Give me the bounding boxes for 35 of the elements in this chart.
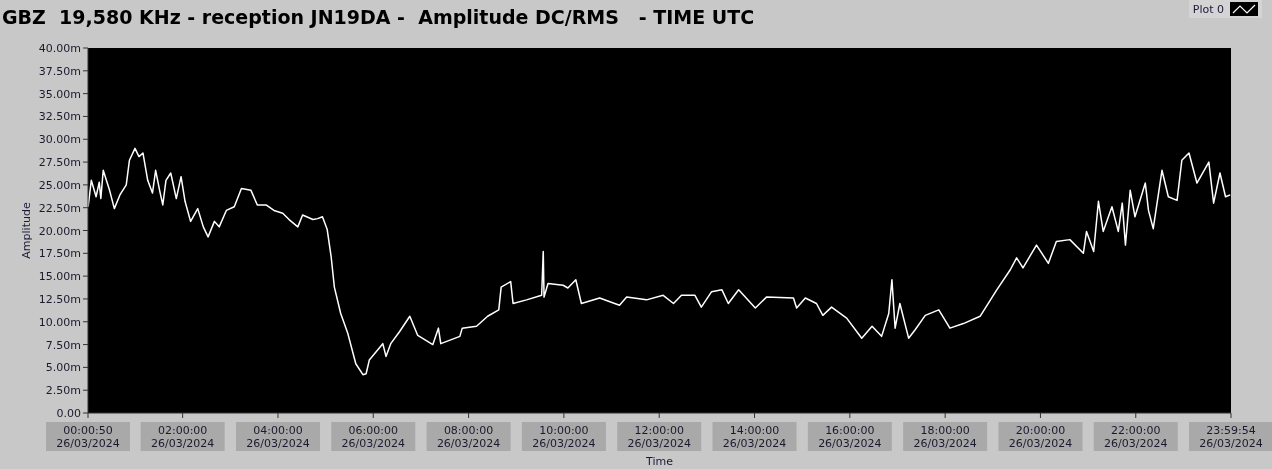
x-tick-label: 10:00:00 26/03/2024 (532, 424, 596, 450)
y-tick-label: 30.00m (38, 133, 81, 147)
y-tick-label: 35.00m (38, 87, 81, 101)
y-tick-label: 12.50m (38, 292, 81, 306)
x-tick-label: 04:00:00 26/03/2024 (246, 424, 310, 450)
y-tick-label: 40.00m (38, 42, 81, 55)
x-tick-label: 12:00:00 26/03/2024 (627, 424, 691, 450)
y-tick-label: 20.00m (38, 224, 81, 238)
legend-label: Plot 0 (1192, 2, 1224, 16)
x-tick-label: 06:00:00 26/03/2024 (341, 424, 405, 450)
x-tick-label: 20:00:00 26/03/2024 (1008, 424, 1073, 450)
y-tick-label: 0.00 (56, 407, 81, 420)
y-tick-label: 37.50m (38, 64, 81, 78)
y-tick-label: 25.00m (38, 178, 81, 192)
x-tick-label: 22:00:00 26/03/2024 (1104, 424, 1168, 450)
x-tick-label: 02:00:00 26/03/2024 (150, 424, 215, 450)
x-tick-label: 08:00:00 26/03/2024 (436, 424, 501, 450)
x-axis-title: Time (645, 455, 674, 468)
x-tick-label: 14:00:00 26/03/2024 (722, 424, 787, 450)
y-axis-title: Amplitude (19, 202, 33, 259)
y-tick-label: 2.50m (45, 384, 81, 398)
y-tick-label: 27.50m (38, 156, 81, 170)
x-tick-label: 23:59:54 26/03/2024 (1199, 424, 1263, 450)
x-tick-label: 18:00:00 26/03/2024 (913, 424, 977, 450)
line-series (88, 147, 1231, 376)
y-tick-label: 32.50m (38, 110, 81, 124)
chart-title: GBZ 19,580 KHz - reception JN19DA - Amplitude DC/RMS - TIME UTC (2, 6, 755, 28)
y-tick-label: 15.00m (38, 270, 81, 284)
y-tick-label: 10.00m (38, 315, 81, 329)
y-tick-label: 5.00m (45, 361, 81, 375)
y-tick-label: 7.50m (45, 338, 81, 352)
y-tick-label: 22.50m (38, 201, 81, 215)
x-tick-label: 16:00:00 26/03/2024 (818, 424, 882, 450)
y-tick-label: 17.50m (38, 247, 81, 261)
x-tick-label: 00:00:50 26/03/2024 (56, 424, 120, 450)
